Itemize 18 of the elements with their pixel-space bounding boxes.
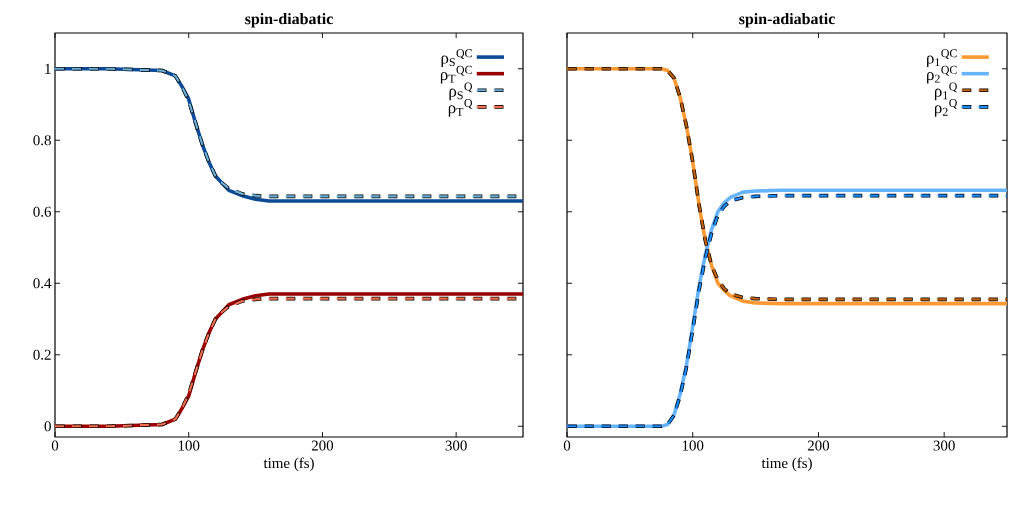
x-tick-label: 100 (178, 440, 200, 451)
chart-title: spin-diabatic (245, 13, 333, 28)
x-tick-label: 300 (933, 440, 955, 451)
x-tick-label: 200 (807, 440, 830, 451)
y-tick-label: 0 (44, 421, 51, 432)
x-tick-label: 0 (51, 440, 59, 451)
y-tick-label: 0.8 (33, 135, 51, 146)
y-tick-label: 0.4 (33, 278, 52, 289)
x-axis-title: time (fs) (263, 457, 314, 472)
x-tick-label: 300 (445, 440, 467, 451)
y-tick-label: 1 (45, 63, 51, 74)
x-axis-title: time (fs) (761, 457, 812, 472)
chart-title: spin-adiabatic (739, 13, 835, 28)
y-tick-label: 0.6 (33, 206, 52, 217)
y-tick-label: 0.2 (33, 349, 51, 360)
x-tick-label: 200 (311, 440, 334, 451)
x-tick-label: 0 (563, 440, 571, 451)
x-tick-label: 100 (682, 440, 704, 451)
